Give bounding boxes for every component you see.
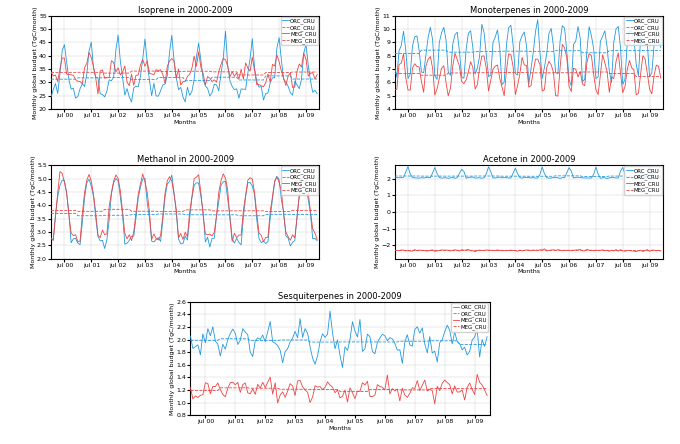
Title: Monoterpenes in 2000-2009: Monoterpenes in 2000-2009 xyxy=(469,6,588,15)
Y-axis label: Monthly global budget (TgC/month): Monthly global budget (TgC/month) xyxy=(170,302,175,415)
Legend: ORC_CRU, ORC_CRU, MEG_CRU, MEG_CRU: ORC_CRU, ORC_CRU, MEG_CRU, MEG_CRU xyxy=(451,303,488,332)
Y-axis label: Monthly global budget (TgC/month): Monthly global budget (TgC/month) xyxy=(33,6,37,119)
X-axis label: Months: Months xyxy=(517,119,541,125)
X-axis label: Months: Months xyxy=(328,426,352,431)
Y-axis label: Monthly global budget (TgC/month): Monthly global budget (TgC/month) xyxy=(375,156,379,268)
Legend: ORC_CRU, ORC_CRU, MEG_CRU, MEG_CRU: ORC_CRU, ORC_CRU, MEG_CRU, MEG_CRU xyxy=(624,17,662,45)
X-axis label: Months: Months xyxy=(173,270,197,274)
Legend: ORC_CRU, ORC_CRU, MEG_CRU, MEG_CRU: ORC_CRU, ORC_CRU, MEG_CRU, MEG_CRU xyxy=(624,166,662,195)
X-axis label: Months: Months xyxy=(517,270,541,274)
Legend: ORC_CRU, ORC_CRU, MEG_CRU, MEG_CRU: ORC_CRU, ORC_CRU, MEG_CRU, MEG_CRU xyxy=(281,17,318,45)
Title: Methanol in 2000-2009: Methanol in 2000-2009 xyxy=(137,155,234,164)
Legend: ORC_CRU, ORC_CRU, MEG_CRU, MEG_CRU: ORC_CRU, ORC_CRU, MEG_CRU, MEG_CRU xyxy=(281,166,318,195)
Title: Sesquiterpenes in 2000-2009: Sesquiterpenes in 2000-2009 xyxy=(278,292,402,301)
Title: Acetone in 2000-2009: Acetone in 2000-2009 xyxy=(483,155,575,164)
Title: Isoprene in 2000-2009: Isoprene in 2000-2009 xyxy=(138,6,233,15)
X-axis label: Months: Months xyxy=(173,119,197,125)
Y-axis label: Monthly global budget (TgC/month): Monthly global budget (TgC/month) xyxy=(31,156,35,268)
Y-axis label: Monthly global budget (TgC/month): Monthly global budget (TgC/month) xyxy=(376,6,381,119)
